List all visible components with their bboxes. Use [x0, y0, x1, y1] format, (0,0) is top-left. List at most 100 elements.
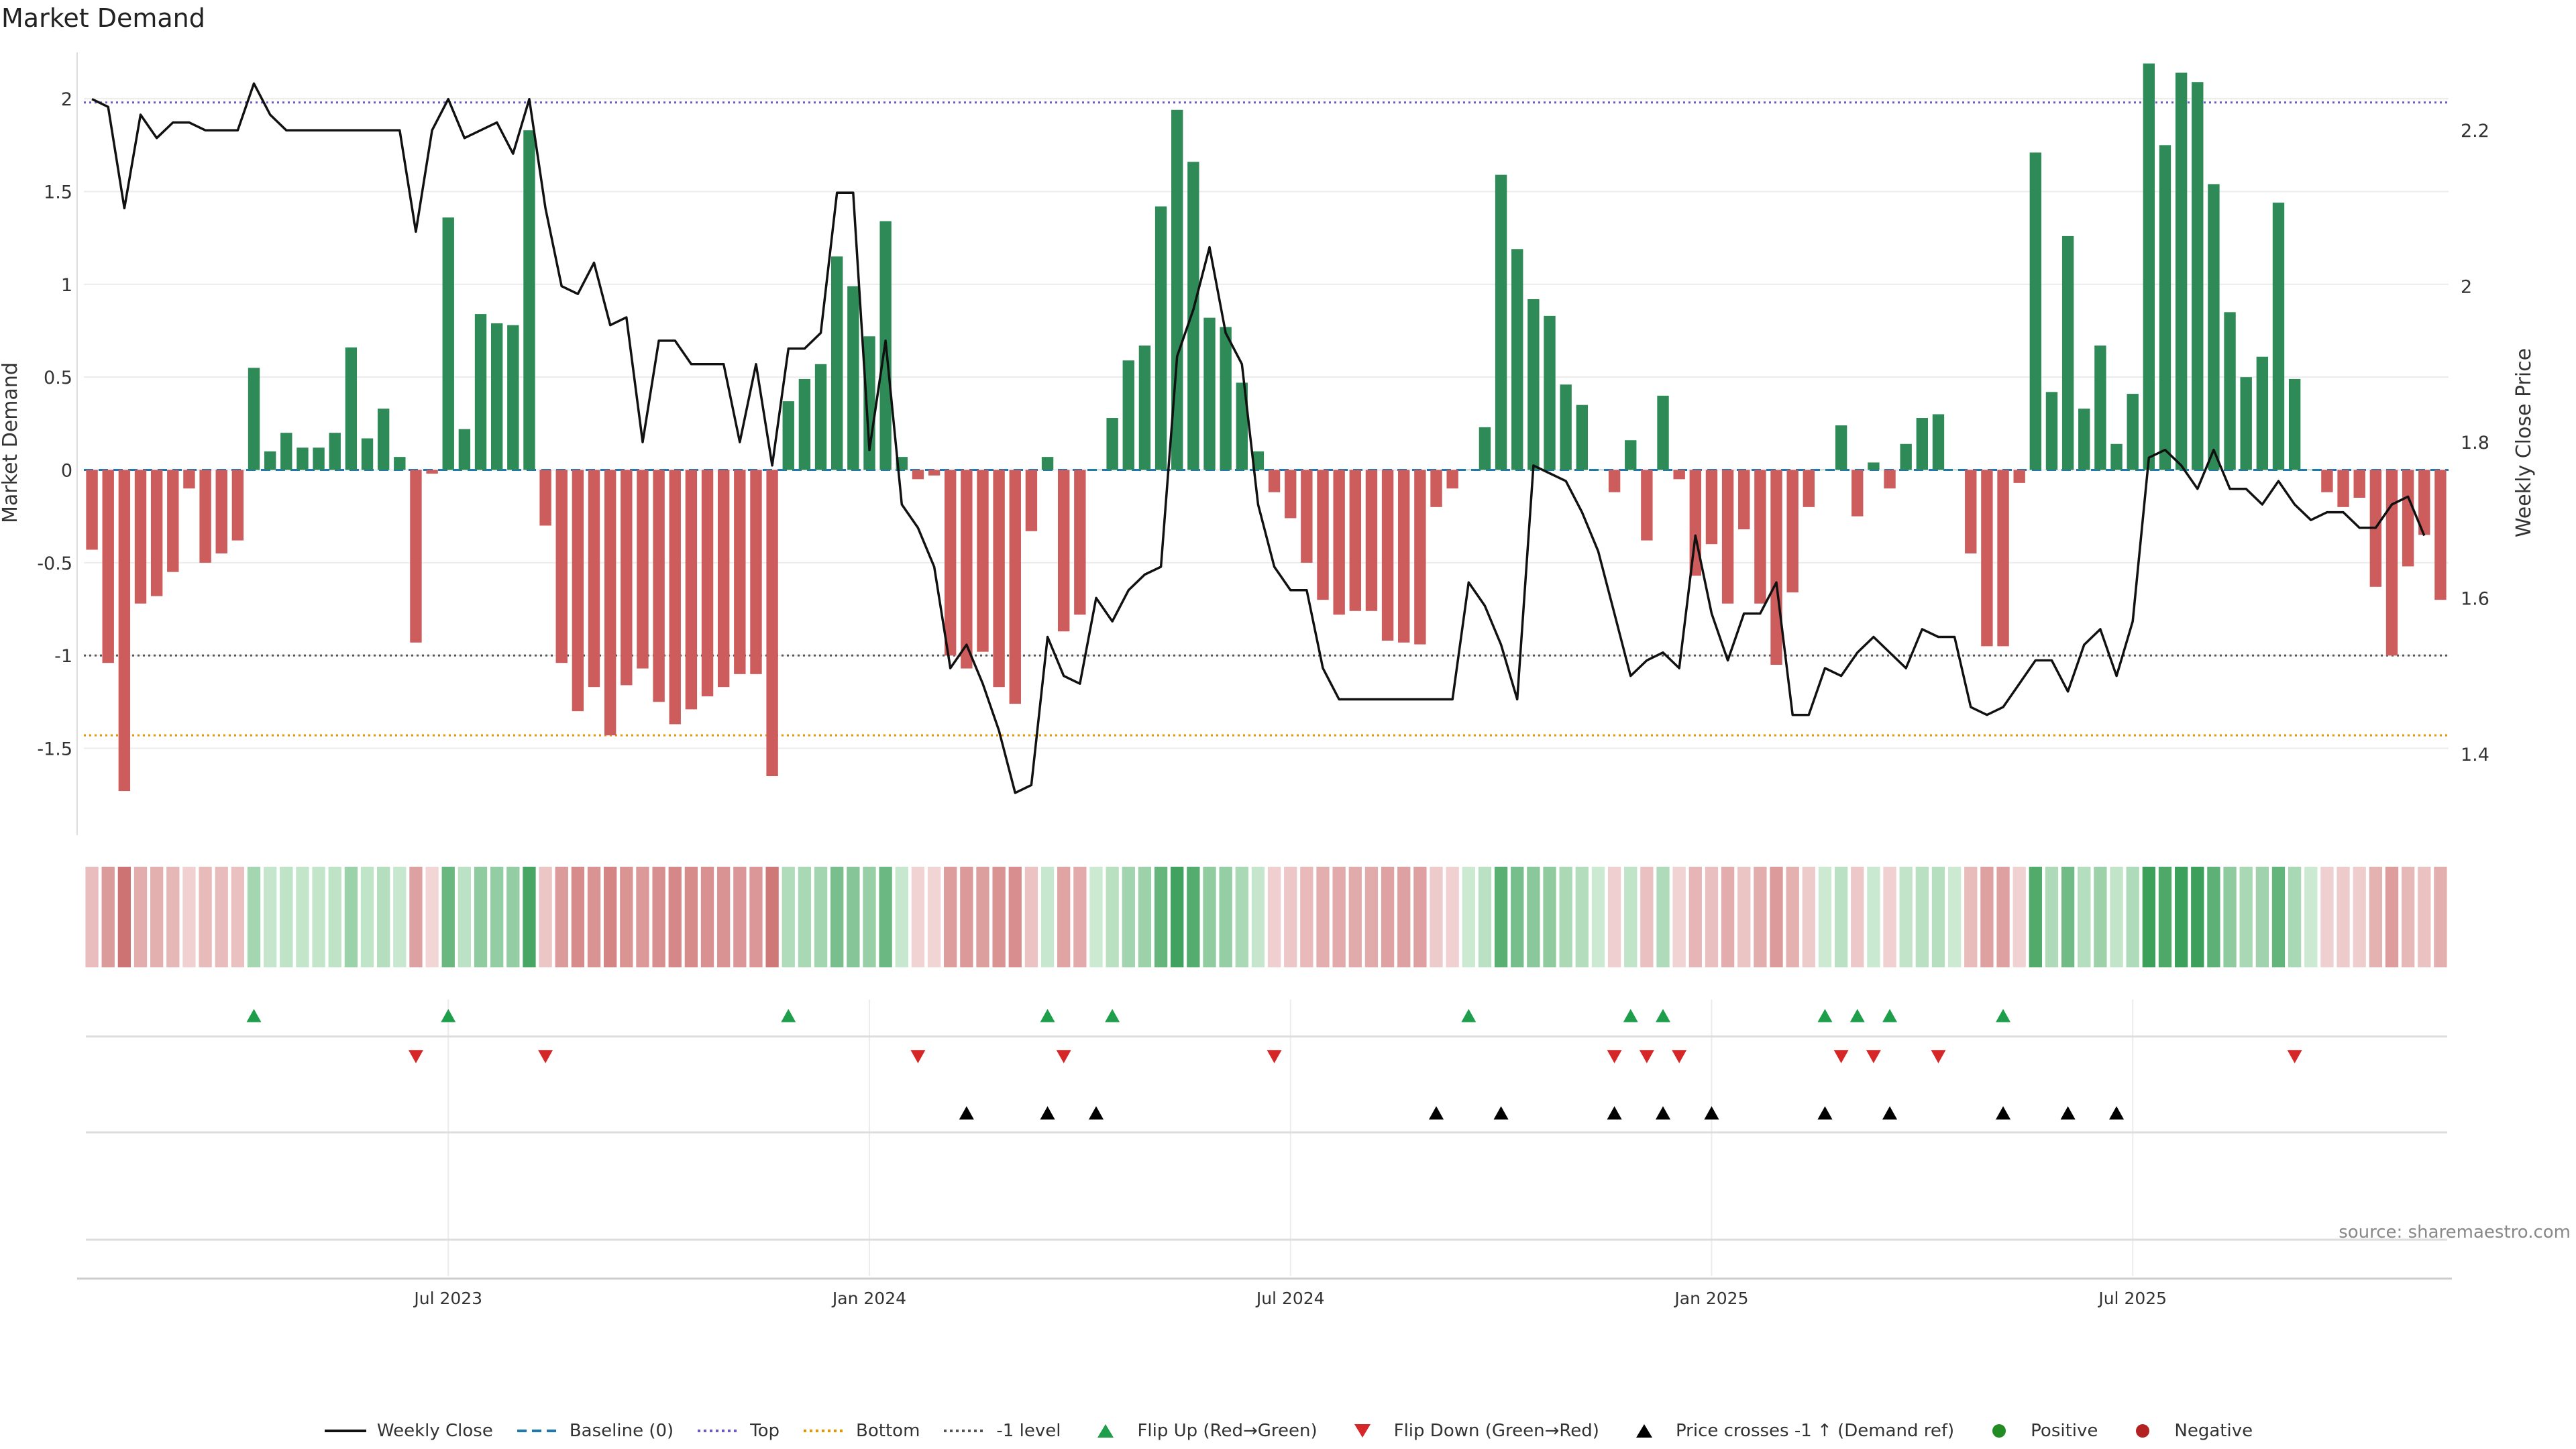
heat-cell	[1915, 867, 1929, 967]
flip-up-marker	[1105, 1009, 1120, 1022]
demand-bar	[394, 457, 406, 470]
heat-cell	[2029, 867, 2042, 967]
price-cross-marker	[1607, 1106, 1622, 1120]
heat-cell	[1381, 867, 1395, 967]
flip-down-marker	[538, 1050, 553, 1063]
heat-cell	[847, 867, 860, 967]
heat-cell	[1802, 867, 1815, 967]
legend-triangle-down-icon	[1354, 1424, 1371, 1438]
heat-cell	[944, 867, 957, 967]
demand-bar	[2385, 470, 2398, 656]
heat-cell	[1883, 867, 1896, 967]
demand-bar	[167, 470, 179, 572]
legend-item: Price crosses -1 ↑ (Demand ref)	[1622, 1421, 1954, 1441]
demand-bar	[280, 433, 292, 470]
demand-bar	[1236, 382, 1248, 470]
heat-cell	[2353, 867, 2366, 967]
demand-bar	[1495, 174, 1507, 470]
gridlines	[84, 98, 2449, 1276]
legend-line-dashed-icon	[517, 1430, 559, 1432]
flip-down-marker	[1833, 1050, 1849, 1063]
demand-bar	[86, 470, 98, 550]
demand-bar	[1738, 470, 1750, 530]
heat-cell	[2078, 867, 2091, 967]
heat-cell	[344, 867, 358, 967]
heat-cell	[2126, 867, 2139, 967]
heat-cell	[960, 867, 973, 967]
demand-bar	[1949, 470, 1960, 471]
demand-bar	[2402, 470, 2414, 567]
demand-bar	[248, 368, 260, 470]
demand-bar	[426, 470, 438, 474]
demand-bar	[1657, 395, 1669, 470]
demand-bar	[750, 470, 762, 674]
price-cross-marker	[959, 1106, 974, 1120]
price-cross-marker	[2060, 1106, 2076, 1120]
legend-item: Bottom	[802, 1421, 920, 1441]
price-cross-marker	[1429, 1106, 1444, 1120]
demand-bar	[2045, 392, 2058, 470]
legend-item: Positive	[1977, 1421, 2098, 1441]
heat-cell	[1300, 867, 1313, 967]
flip-down-marker	[1672, 1050, 1687, 1063]
y-axis-labels: -1.5 -1 -0.5 0 0.5 1 1.5 2 1.4 1.6 1.8 2 2.2 Market D…	[0, 89, 2536, 765]
demand-bar	[1705, 470, 1718, 545]
demand-bar	[993, 470, 1005, 688]
demand-bar	[2321, 470, 2333, 492]
heat-cell	[2174, 867, 2188, 967]
signal-markers	[246, 1009, 2302, 1120]
demand-bar	[2013, 470, 2025, 483]
demand-bar	[1868, 462, 1880, 470]
heat-cell	[523, 867, 536, 967]
heat-cell	[2401, 867, 2415, 967]
heat-cell	[2110, 867, 2123, 967]
heat-cell	[1073, 867, 1087, 967]
demand-bar	[1511, 249, 1523, 470]
heat-cell	[2158, 867, 2172, 967]
heat-cell	[425, 867, 439, 967]
legend-item: Flip Up (Red→Green)	[1083, 1421, 1318, 1441]
heat-cell	[555, 867, 568, 967]
heat-cell	[117, 867, 131, 967]
demand-bar	[1527, 299, 1540, 470]
heat-cell	[2239, 867, 2253, 967]
heat-cell	[1154, 867, 1168, 967]
demand-bar	[539, 470, 551, 526]
demand-bar	[2256, 356, 2269, 470]
axes: Jul 2023 Jan 2024 Jul 2024 Jan 2025 Jul 2025	[76, 52, 2452, 1308]
demand-bar	[2240, 377, 2252, 470]
legend-label: Bottom	[856, 1421, 920, 1441]
flip-down-marker	[1267, 1050, 1282, 1063]
legend-item: Negative	[2121, 1421, 2253, 1441]
demand-bar	[1058, 470, 1070, 632]
heat-cell	[1316, 867, 1330, 967]
demand-bar	[1252, 451, 1265, 470]
demand-bar	[2143, 63, 2155, 470]
demand-bar	[1560, 384, 1572, 470]
demand-bar	[1884, 470, 1896, 489]
demand-bar	[701, 470, 714, 697]
demand-bar	[572, 470, 584, 712]
demand-bar	[685, 470, 698, 710]
demand-bar	[945, 470, 957, 656]
demand-bar	[1851, 470, 1864, 517]
flip-up-marker	[1461, 1009, 1477, 1022]
heat-cell	[360, 867, 374, 967]
demand-bar	[2337, 470, 2349, 507]
heat-cell	[927, 867, 941, 967]
heat-cell	[879, 867, 892, 967]
legend-triangle-up-icon	[1635, 1424, 1652, 1438]
heat-cell	[474, 867, 488, 967]
heat-cell	[2418, 867, 2431, 967]
legend-label: Price crosses -1 ↑ (Demand ref)	[1675, 1421, 1955, 1441]
legend-label: Negative	[2174, 1421, 2253, 1441]
demand-bar	[1138, 345, 1151, 470]
demand-bar	[1122, 360, 1134, 470]
legend-label: Baseline (0)	[569, 1421, 674, 1441]
demand-bar	[1932, 414, 1945, 470]
demand-bar	[2094, 345, 2106, 470]
demand-bar	[1544, 315, 1556, 470]
demand-bar	[1576, 405, 1588, 470]
demand-bar	[977, 470, 989, 652]
heat-cell	[182, 867, 196, 967]
